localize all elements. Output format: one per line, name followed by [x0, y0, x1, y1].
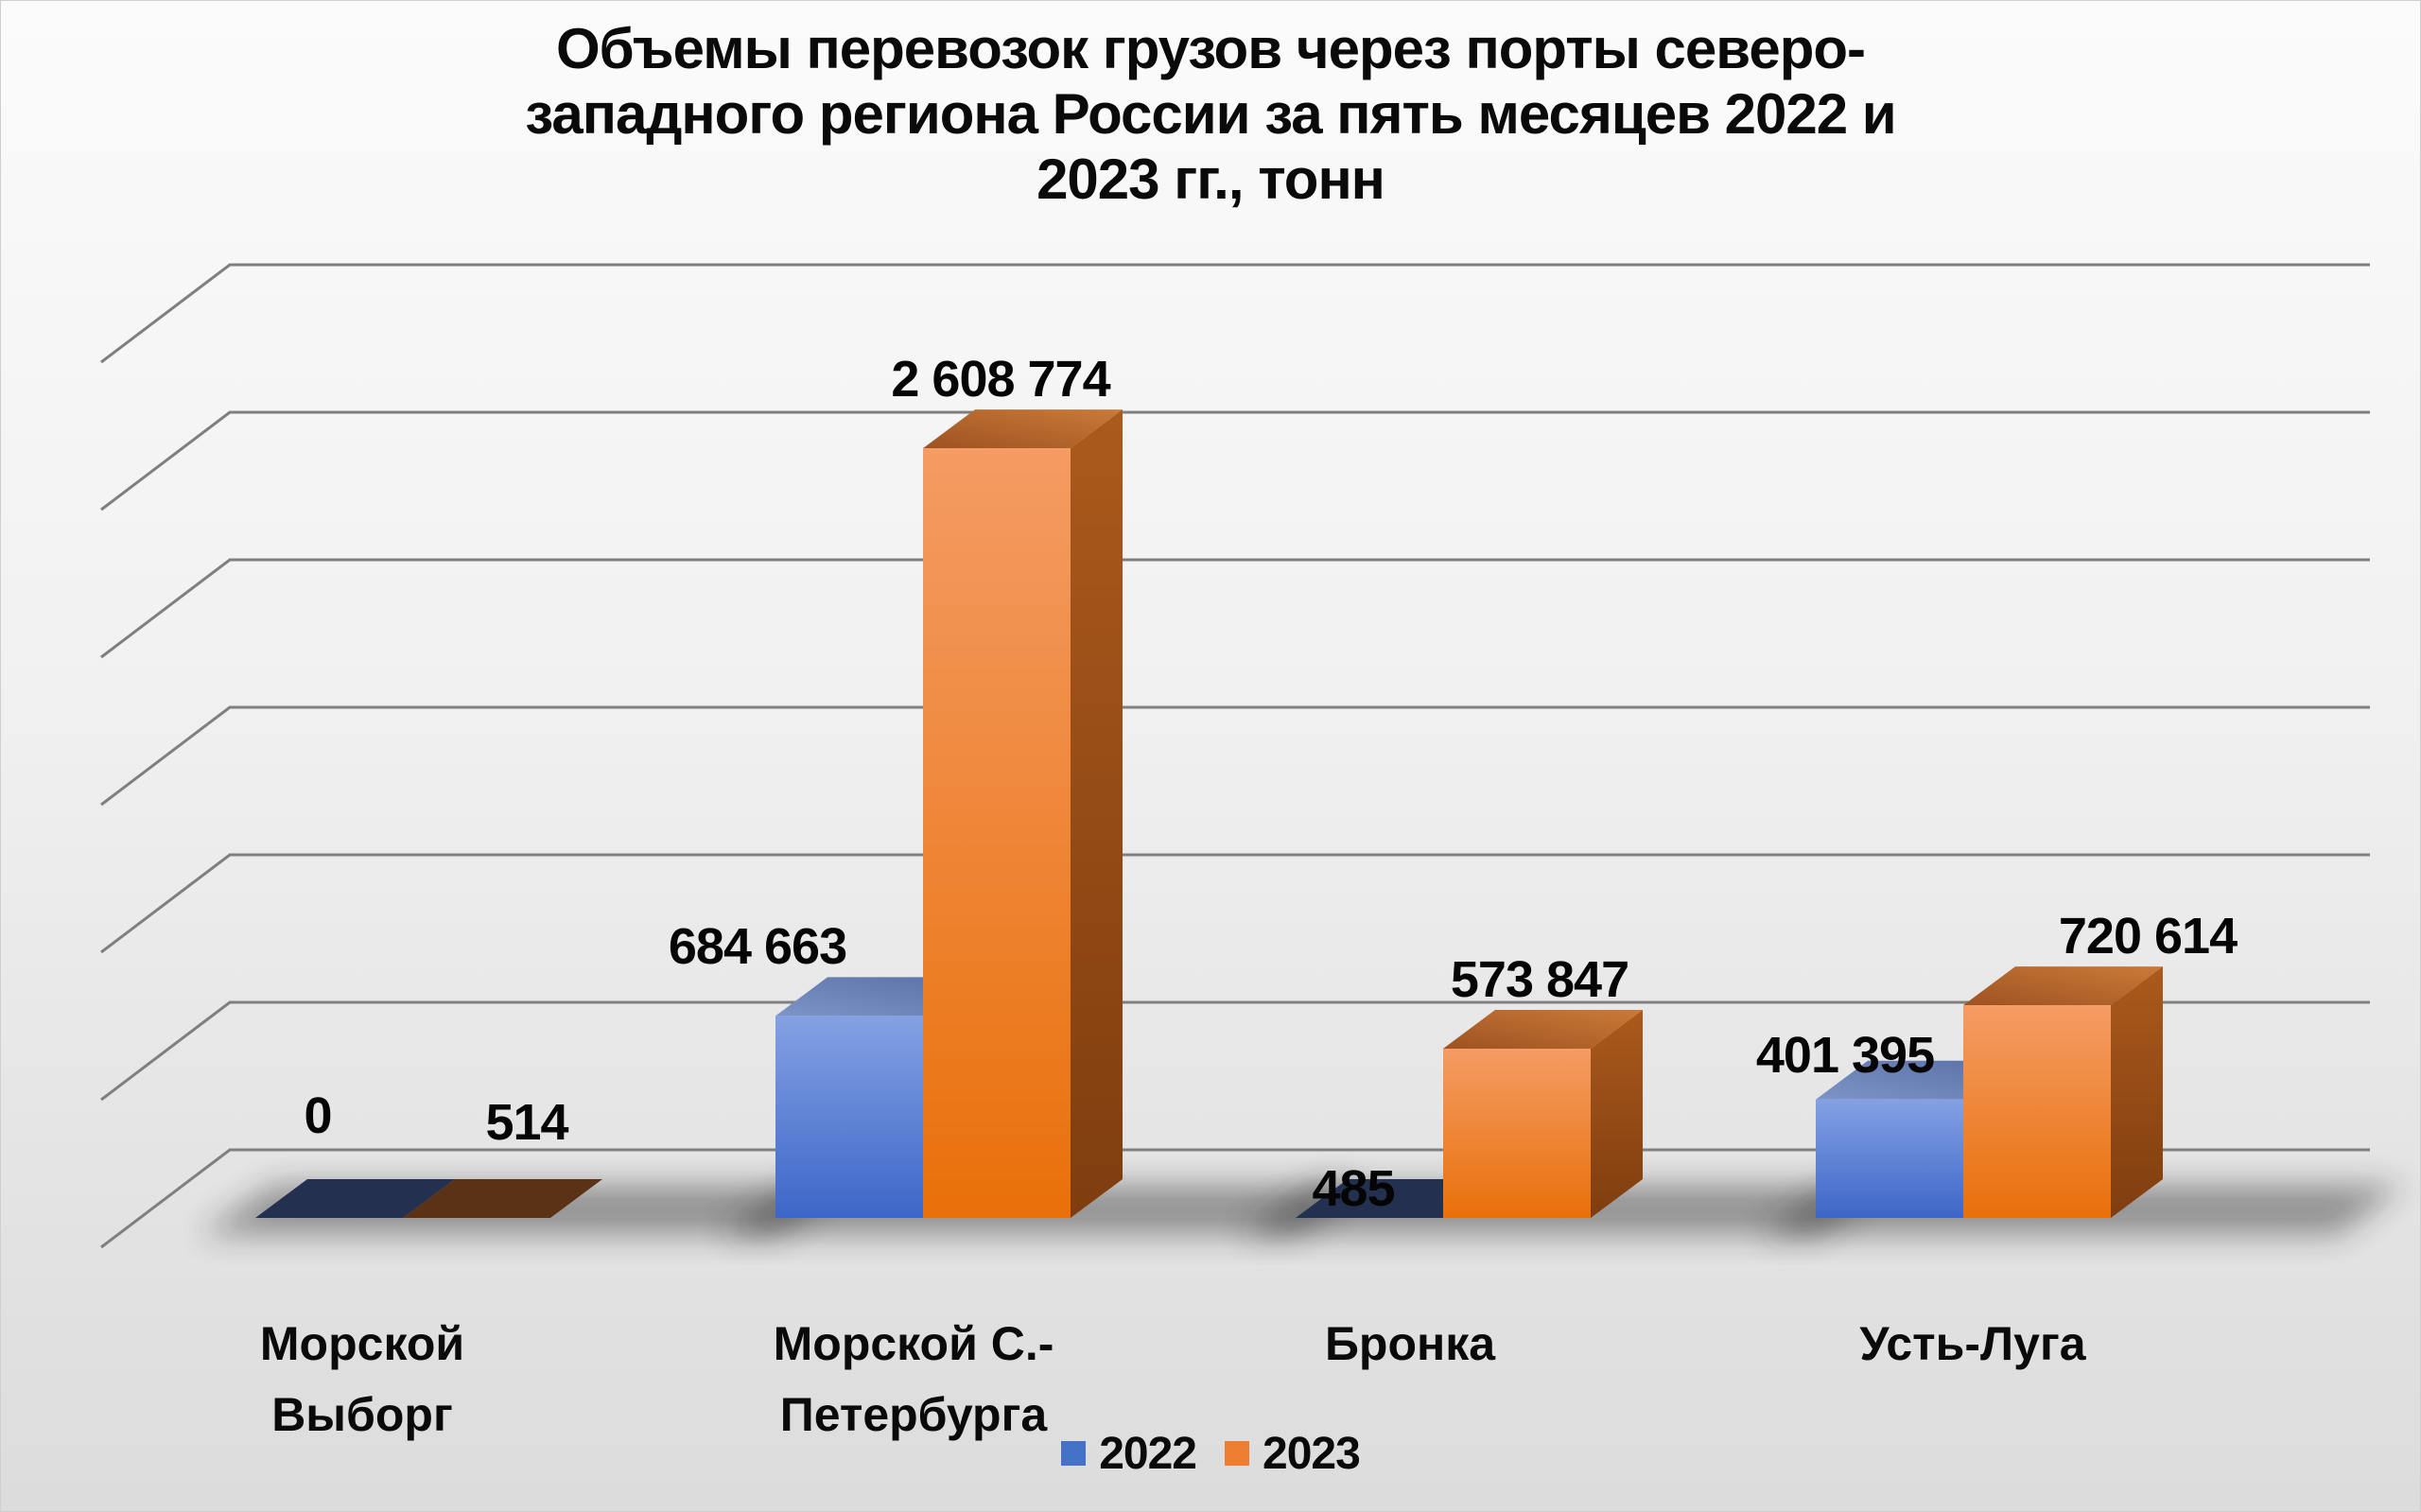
chart-title-line-2: западного региона России за пять месяцев…	[525, 82, 1896, 146]
bar-2022-cat0-flat-base	[255, 1179, 455, 1218]
data-label-2022-cat1: 684 663	[668, 918, 847, 976]
bar-2023-cat3-front-face	[1963, 1005, 2111, 1218]
bar-2023-cat3-top-face	[1963, 966, 2163, 1006]
gridline-1500000	[100, 705, 2370, 807]
category-label-line: Морской	[259, 1317, 465, 1370]
legend-label-2022: 2022	[1099, 1428, 1197, 1479]
chart-title: Объемы перевозок грузов через порты севе…	[1, 16, 2420, 212]
bars	[255, 409, 2163, 1218]
chart-title-line-3: 2023 гг., тонн	[1036, 148, 1385, 211]
category-label-line: Бронка	[1324, 1317, 1496, 1370]
data-label-2023-cat1: 2 608 774	[891, 351, 1110, 408]
category-label-line: Морской С.-	[773, 1317, 1054, 1370]
gridline-3000000	[100, 263, 2370, 364]
bar-2023-cat3-side-face	[2111, 966, 2163, 1218]
bar-2023-cat1-top-face	[923, 409, 1123, 449]
data-label-2023-cat0: 514	[485, 1094, 568, 1151]
gridline-2500000	[100, 410, 2370, 512]
gridline-1000000	[100, 853, 2370, 954]
gridline-0	[100, 1148, 2370, 1249]
category-label-1: Морской С.- Петербурга	[774, 1309, 1054, 1451]
gridline-2000000	[100, 558, 2370, 659]
legend-item-2023: 2023	[1225, 1428, 1361, 1480]
category-label-line: Усть-Луга	[1859, 1317, 2086, 1370]
data-label-2023-cat2: 573 847	[1450, 950, 1629, 1008]
category-label-line: Петербурга	[779, 1388, 1048, 1441]
data-label-2022-cat3: 401 395	[1755, 1027, 1935, 1084]
legend-item-2022: 2022	[1061, 1428, 1197, 1480]
legend-swatch-2022	[1061, 1441, 1087, 1466]
bar-2023-cat2-side-face	[1591, 1009, 1643, 1218]
bar-2023-cat1-front-face	[923, 448, 1071, 1218]
category-label-line: Выборг	[271, 1388, 453, 1441]
data-label-2022-cat2: 485	[1312, 1160, 1395, 1217]
category-label-0: Морской Выборг	[260, 1309, 464, 1451]
data-label-2023-cat3: 720 614	[2058, 908, 2238, 965]
bar-2022-cat1-front-face	[775, 1016, 923, 1218]
data-label-2022-cat0: 0	[304, 1087, 332, 1144]
bar-2023-cat0-flat-base	[403, 1179, 602, 1218]
legend: 2022 2023	[1, 1425, 2420, 1482]
gridlines	[100, 263, 2370, 1249]
category-label-3: Усть-Луга	[1859, 1309, 2085, 1380]
legend-label-2023: 2023	[1263, 1428, 1361, 1479]
gridline-500000	[100, 1000, 2370, 1102]
bar-2023-cat2-front-face	[1443, 1048, 1591, 1218]
bar-2023-cat2-top-face	[1443, 1009, 1643, 1049]
category-label-2: Бронка	[1325, 1309, 1495, 1380]
bar-2023-cat1-side-face	[1071, 409, 1123, 1218]
chart-title-line-1: Объемы перевозок грузов через порты севе…	[555, 17, 1866, 80]
legend-swatch-2023	[1225, 1441, 1249, 1466]
bar-2022-cat3-front-face	[1816, 1099, 1963, 1218]
